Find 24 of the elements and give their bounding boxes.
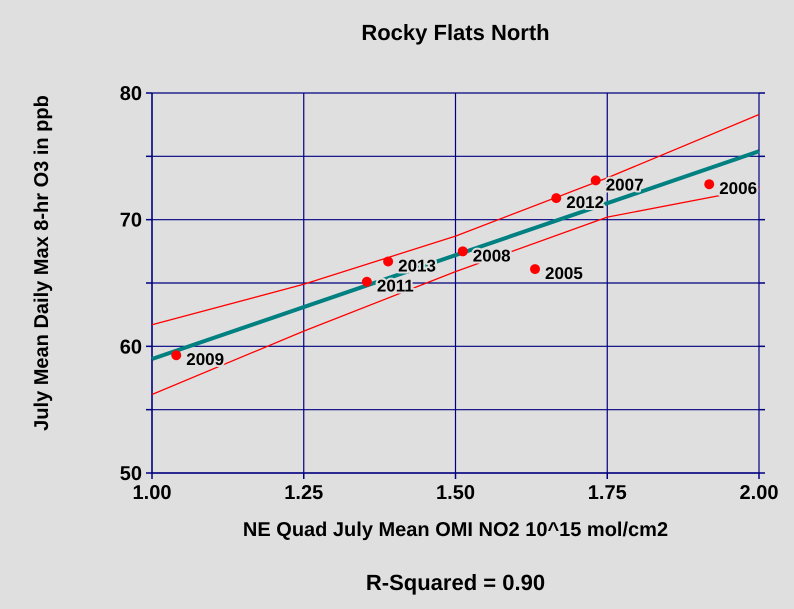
x-axis-title: NE Quad July Mean OMI NO2 10^15 mol/cm2 — [242, 519, 668, 541]
x-tick-label: 1.25 — [284, 482, 324, 504]
y-tick-label: 80 — [120, 83, 142, 105]
x-tick-label: 1.00 — [132, 482, 172, 504]
point — [551, 193, 562, 204]
y-tick-label: 50 — [120, 463, 142, 485]
x-tick-label: 1.75 — [588, 482, 627, 504]
annotation: 2012 — [566, 193, 604, 212]
point — [383, 256, 394, 266]
annotation: 2009 — [186, 350, 224, 370]
point — [530, 264, 540, 274]
x-tick-label: 2.00 — [740, 482, 778, 504]
annotation: 2005 — [545, 264, 583, 284]
point — [458, 246, 468, 256]
y-tick-label: 70 — [120, 210, 142, 232]
point — [171, 350, 182, 360]
y-tick-label: 60 — [120, 336, 142, 358]
point — [362, 276, 372, 287]
chart-title: Rocky Flats North — [361, 20, 550, 45]
y-axis-title: July Mean Daily Max 8-hr O3 in ppb — [31, 95, 53, 431]
text: R-Squared = 0.90 — [366, 570, 546, 595]
x-tick-label: 1.50 — [436, 482, 475, 504]
point — [704, 179, 714, 190]
point — [590, 175, 601, 186]
